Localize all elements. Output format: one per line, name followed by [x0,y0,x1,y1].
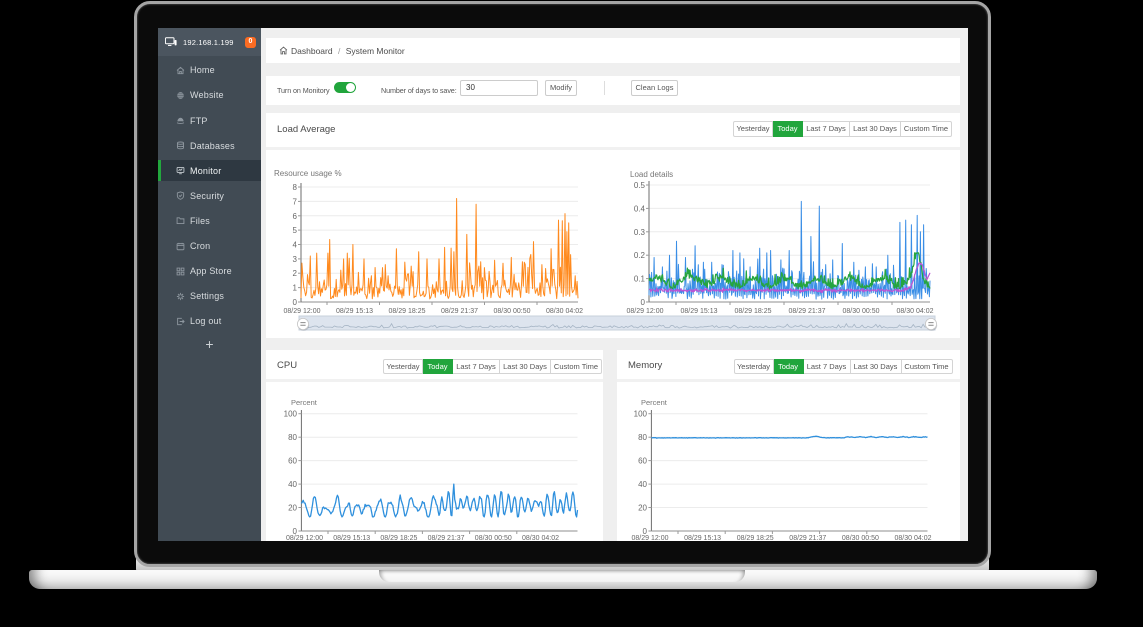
svg-text:08/29 12:00: 08/29 12:00 [284,308,321,315]
svg-text:8: 8 [293,183,298,192]
svg-text:60: 60 [288,457,297,466]
svg-text:08/29 21:37: 08/29 21:37 [789,308,826,315]
svg-text:08/29 15:13: 08/29 15:13 [681,308,718,315]
svg-text:7: 7 [293,197,298,206]
svg-text:60: 60 [638,457,647,466]
svg-text:08/29 18:25: 08/29 18:25 [380,535,417,541]
svg-text:6: 6 [293,212,298,221]
svg-text:08/30 00:50: 08/30 00:50 [842,535,879,541]
svg-text:08/30 04:02: 08/30 04:02 [897,308,934,315]
svg-text:0.2: 0.2 [634,251,646,260]
svg-text:20: 20 [638,504,647,513]
svg-text:3: 3 [293,255,298,264]
svg-text:Percent: Percent [291,398,318,407]
svg-text:100: 100 [284,410,298,419]
svg-text:0: 0 [641,298,646,307]
svg-text:08/29 21:37: 08/29 21:37 [789,535,826,541]
svg-text:Resource usage %: Resource usage % [274,169,342,178]
svg-text:08/29 12:00: 08/29 12:00 [632,535,669,541]
svg-text:4: 4 [293,241,298,250]
svg-text:08/29 21:37: 08/29 21:37 [441,308,478,315]
svg-text:5: 5 [293,226,298,235]
svg-text:08/29 15:13: 08/29 15:13 [336,308,373,315]
svg-text:08/30 00:50: 08/30 00:50 [843,308,880,315]
svg-text:08/29 18:25: 08/29 18:25 [737,535,774,541]
svg-text:100: 100 [634,410,648,419]
svg-text:80: 80 [288,433,297,442]
svg-text:0: 0 [293,527,298,536]
svg-text:40: 40 [288,480,297,489]
svg-text:08/30 04:02: 08/30 04:02 [895,535,932,541]
svg-text:08/29 15:13: 08/29 15:13 [333,535,370,541]
svg-text:0.5: 0.5 [634,181,646,190]
svg-text:08/29 18:25: 08/29 18:25 [735,308,772,315]
svg-text:08/30 04:02: 08/30 04:02 [546,308,583,315]
svg-text:0.3: 0.3 [634,228,646,237]
svg-text:08/29 15:13: 08/29 15:13 [684,535,721,541]
svg-text:08/29 12:00: 08/29 12:00 [286,535,323,541]
svg-text:0.4: 0.4 [634,204,646,213]
svg-text:08/30 04:02: 08/30 04:02 [522,535,559,541]
svg-text:20: 20 [288,504,297,513]
svg-text:08/29 18:25: 08/29 18:25 [389,308,426,315]
svg-text:08/30 00:50: 08/30 00:50 [475,535,512,541]
svg-text:08/29 21:37: 08/29 21:37 [428,535,465,541]
svg-text:Percent: Percent [641,398,668,407]
svg-text:80: 80 [638,433,647,442]
svg-text:08/30 00:50: 08/30 00:50 [494,308,531,315]
svg-text:1: 1 [293,284,298,293]
svg-text:0: 0 [643,527,648,536]
svg-text:0.1: 0.1 [634,275,646,284]
svg-text:2: 2 [293,269,298,278]
svg-text:Load details: Load details [630,170,673,179]
svg-text:08/29 12:00: 08/29 12:00 [627,308,664,315]
svg-text:40: 40 [638,480,647,489]
svg-text:0: 0 [293,298,298,307]
